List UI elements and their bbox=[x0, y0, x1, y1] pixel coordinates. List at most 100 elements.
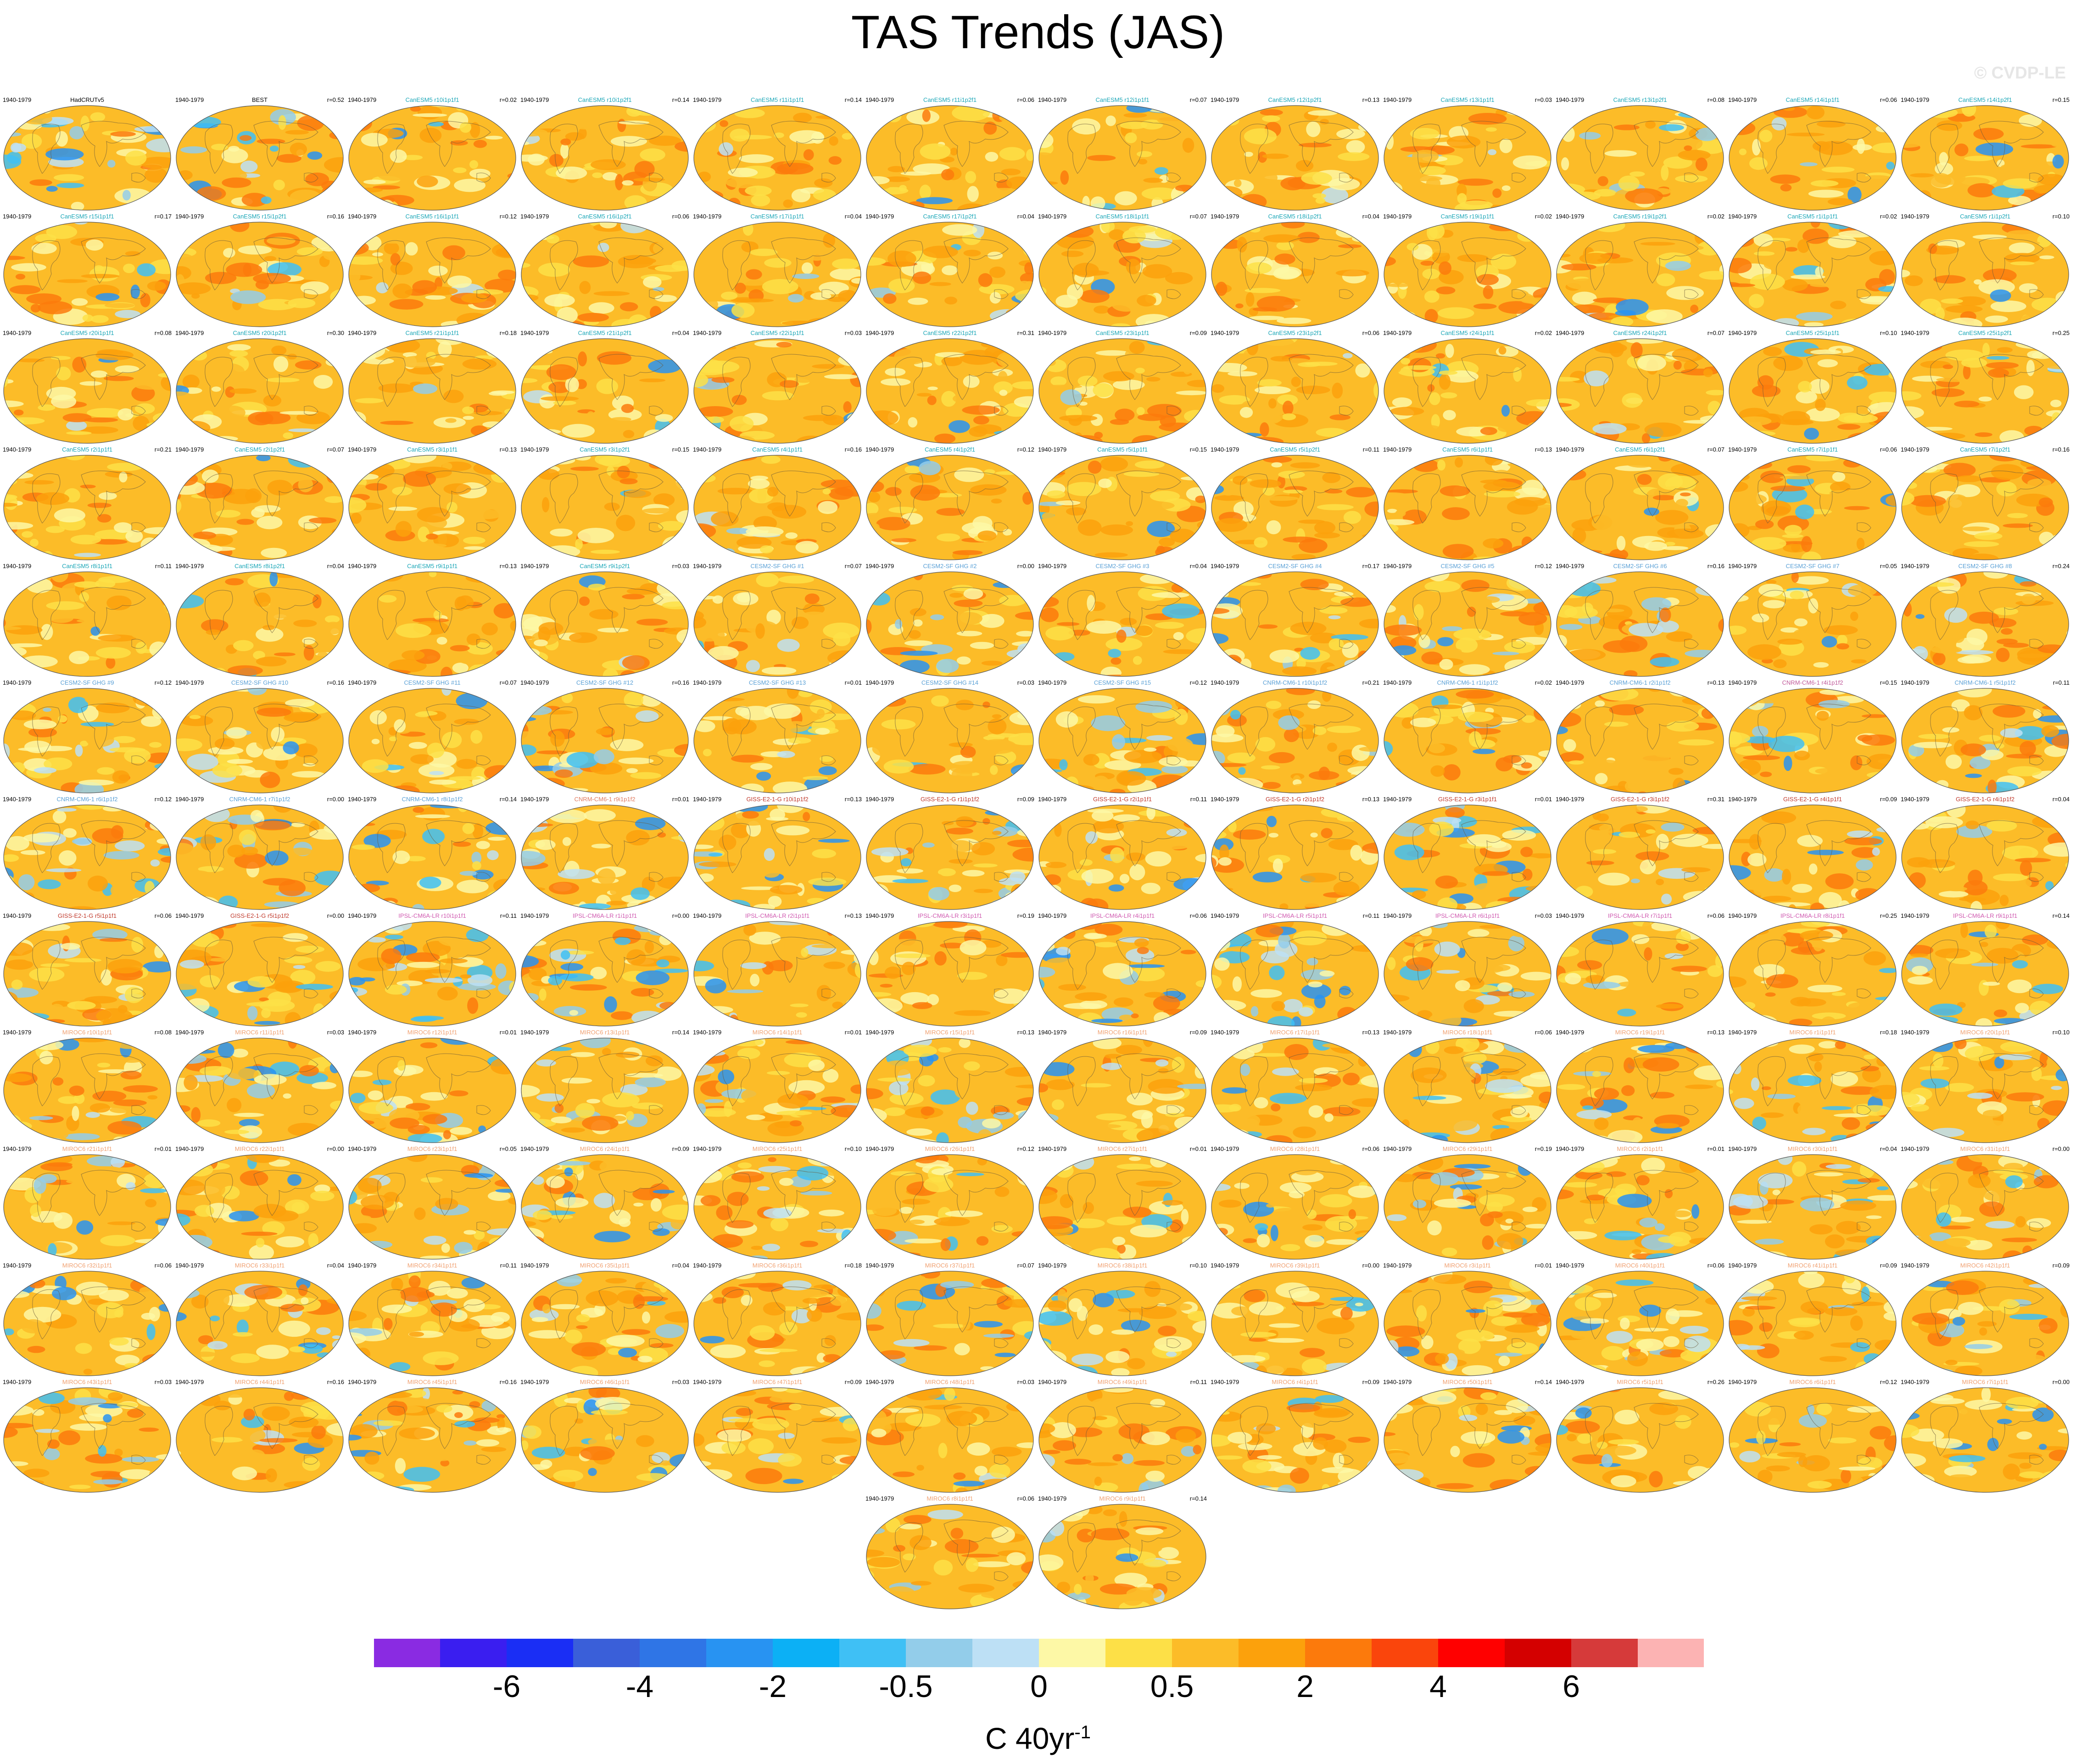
trend-anomaly bbox=[1174, 572, 1200, 582]
trend-anomaly bbox=[939, 1021, 967, 1026]
trend-anomaly bbox=[1028, 662, 1033, 674]
trend-anomaly bbox=[1942, 727, 1959, 733]
panel-name-label: CanESM5 r24i1p1f1 bbox=[1440, 329, 1495, 336]
trend-anomaly bbox=[1283, 999, 1303, 1013]
trend-anomaly bbox=[1338, 244, 1362, 248]
trend-anomaly bbox=[867, 883, 889, 900]
trend-anomaly bbox=[1216, 725, 1235, 737]
trend-anomaly bbox=[815, 728, 830, 735]
trend-anomaly bbox=[239, 829, 257, 845]
trend-anomaly bbox=[1538, 421, 1551, 435]
trend-anomaly bbox=[433, 610, 442, 620]
trend-anomaly bbox=[866, 688, 885, 699]
panel-correlation-label: r=0.06 bbox=[1362, 329, 1379, 336]
trend-anomaly bbox=[1076, 555, 1086, 560]
trend-anomaly bbox=[1180, 949, 1196, 955]
trend-anomaly bbox=[1557, 296, 1565, 306]
trend-anomaly bbox=[1225, 778, 1263, 792]
trend-anomaly bbox=[835, 486, 861, 497]
trend-anomaly bbox=[1522, 869, 1533, 881]
coastline bbox=[1585, 470, 1699, 532]
trend-anomaly bbox=[1094, 942, 1117, 948]
trend-anomaly bbox=[659, 934, 672, 945]
trend-anomaly bbox=[1860, 807, 1884, 813]
panel-period-label: 1940-1979 bbox=[3, 329, 32, 336]
trend-anomaly bbox=[700, 200, 714, 208]
panel-name-label: GISS-E2-1-G r3i1p1f2 bbox=[1611, 796, 1669, 803]
trend-anomaly bbox=[1300, 579, 1329, 591]
trend-anomaly bbox=[916, 393, 932, 397]
trend-anomaly bbox=[1387, 957, 1396, 970]
trend-anomaly bbox=[220, 442, 229, 443]
trend-anomaly bbox=[1437, 637, 1454, 647]
panel-correlation-label: r=0.14 bbox=[672, 96, 689, 103]
trend-anomaly bbox=[1797, 835, 1823, 847]
trend-anomaly bbox=[1637, 355, 1666, 371]
trend-anomaly bbox=[731, 303, 755, 318]
trend-anomaly bbox=[1762, 895, 1791, 902]
trend-anomaly bbox=[18, 874, 35, 891]
panel-correlation-label: r=0.17 bbox=[154, 213, 172, 220]
map-outline bbox=[348, 921, 516, 1027]
trend-anomaly bbox=[1094, 552, 1128, 558]
trend-anomaly bbox=[2064, 832, 2069, 842]
trend-anomaly bbox=[1830, 481, 1851, 493]
panel-correlation-label: r=0.00 bbox=[1017, 563, 1034, 569]
trend-anomaly bbox=[1135, 368, 1145, 374]
trend-anomaly bbox=[1108, 884, 1124, 892]
trend-anomaly bbox=[1783, 755, 1792, 771]
map-outline bbox=[176, 338, 344, 444]
trend-anomaly bbox=[1696, 232, 1724, 237]
trend-anomaly bbox=[893, 945, 912, 951]
trend-anomaly bbox=[1291, 1016, 1301, 1026]
coastline bbox=[205, 470, 318, 532]
trend-anomaly bbox=[1237, 236, 1247, 253]
trend-anomaly bbox=[997, 572, 1012, 578]
trend-anomaly bbox=[46, 225, 78, 239]
trend-anomaly bbox=[1343, 353, 1353, 358]
trend-anomaly bbox=[1902, 778, 1922, 793]
trend-anomaly bbox=[642, 508, 677, 514]
trend-anomaly bbox=[712, 595, 724, 604]
trend-anomaly bbox=[1336, 227, 1360, 238]
trend-anomaly bbox=[619, 302, 638, 312]
trend-anomaly bbox=[1513, 367, 1522, 382]
map-outline bbox=[521, 455, 689, 560]
trend-anomaly bbox=[58, 477, 80, 482]
trend-anomaly bbox=[677, 339, 688, 341]
trend-anomaly bbox=[199, 161, 218, 173]
trend-anomaly bbox=[1748, 294, 1764, 308]
trend-anomaly bbox=[1988, 368, 2009, 378]
trend-anomaly bbox=[1046, 436, 1071, 442]
trend-anomaly bbox=[1393, 360, 1402, 373]
trend-anomaly bbox=[1708, 582, 1724, 589]
trend-anomaly bbox=[1215, 518, 1248, 532]
panel-period-label: 1940-1979 bbox=[348, 679, 377, 686]
trend-anomaly bbox=[610, 888, 619, 895]
trend-anomaly bbox=[546, 234, 559, 244]
trend-anomaly bbox=[970, 484, 1007, 496]
panel-period-label: 1940-1979 bbox=[1383, 446, 1412, 453]
trend-anomaly bbox=[999, 877, 1026, 886]
trend-anomaly bbox=[734, 108, 765, 118]
trend-anomaly bbox=[1557, 260, 1574, 274]
trend-anomaly bbox=[793, 112, 812, 123]
trend-anomaly bbox=[615, 174, 624, 190]
trend-anomaly bbox=[256, 656, 287, 667]
trend-anomaly bbox=[944, 296, 957, 305]
trend-anomaly bbox=[1435, 353, 1445, 359]
map-background bbox=[866, 455, 1033, 560]
trend-anomaly bbox=[1427, 384, 1435, 392]
trend-anomaly bbox=[255, 411, 291, 424]
trend-anomaly bbox=[908, 764, 946, 775]
panel-period-label: 1940-1979 bbox=[865, 213, 894, 220]
trend-anomaly bbox=[797, 224, 830, 233]
panel-correlation-label: r=0.12 bbox=[154, 679, 172, 686]
panel-period-label: 1940-1979 bbox=[1211, 563, 1239, 569]
panel-period-label: 1940-1979 bbox=[520, 96, 549, 103]
trend-anomaly bbox=[677, 923, 688, 939]
trend-anomaly bbox=[1850, 755, 1863, 770]
trend-anomaly bbox=[1707, 658, 1719, 671]
trend-anomaly bbox=[2020, 581, 2037, 587]
trend-anomaly bbox=[1806, 106, 1825, 119]
